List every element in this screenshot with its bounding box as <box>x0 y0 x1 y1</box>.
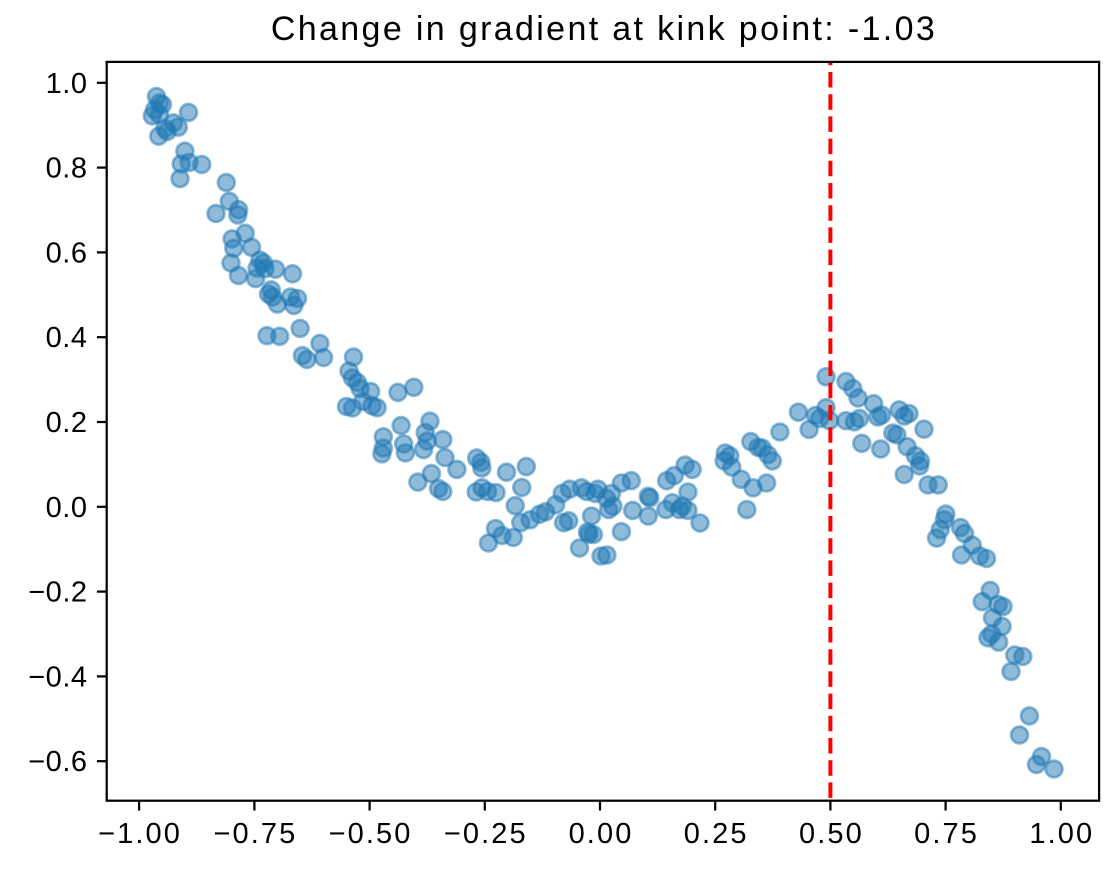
svg-text:−0.50: −0.50 <box>329 818 413 850</box>
svg-text:0.50: 0.50 <box>799 818 864 850</box>
svg-text:0.00: 0.00 <box>569 818 634 850</box>
svg-text:−0.2: −0.2 <box>28 577 87 609</box>
svg-text:0.25: 0.25 <box>684 818 749 850</box>
svg-text:Change in gradient at kink poi: Change in gradient at kink point: -1.03 <box>271 10 937 48</box>
svg-text:1.0: 1.0 <box>46 68 88 100</box>
svg-text:0.6: 0.6 <box>46 237 88 269</box>
svg-text:0.0: 0.0 <box>46 492 88 524</box>
svg-text:−0.6: −0.6 <box>28 746 87 778</box>
svg-text:−0.25: −0.25 <box>444 818 528 850</box>
svg-text:0.8: 0.8 <box>46 153 88 185</box>
svg-text:−1.00: −1.00 <box>98 818 182 850</box>
svg-text:0.2: 0.2 <box>46 407 88 439</box>
svg-text:1.00: 1.00 <box>1029 818 1094 850</box>
svg-text:0.75: 0.75 <box>914 818 979 850</box>
svg-text:0.4: 0.4 <box>46 322 88 354</box>
svg-text:−0.75: −0.75 <box>213 818 297 850</box>
svg-text:−0.4: −0.4 <box>28 661 87 693</box>
